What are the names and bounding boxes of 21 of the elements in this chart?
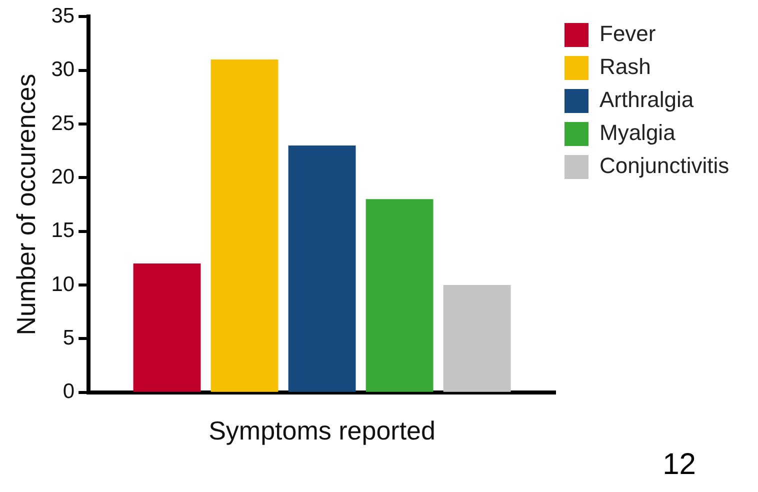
text: 12 xyxy=(662,448,696,482)
y-tick-label: 15 xyxy=(51,219,75,242)
x-axis-title: Symptoms reported xyxy=(208,416,436,446)
y-tick-label: 25 xyxy=(51,112,75,135)
y-tick-label: 30 xyxy=(51,58,75,82)
y-tick-label: 35 xyxy=(51,4,75,28)
legend-label: Arthralgia xyxy=(600,87,694,112)
y-tick-label: 5 xyxy=(62,326,75,350)
bar xyxy=(366,199,434,392)
bar xyxy=(288,145,356,392)
legend-label: Myalgia xyxy=(600,120,676,146)
bar xyxy=(133,264,201,392)
y-tick-label: 10 xyxy=(51,272,75,296)
y-axis-title: Number of occurences xyxy=(10,74,41,336)
bar xyxy=(210,60,278,392)
bar xyxy=(443,285,511,392)
y-tick-label: 0 xyxy=(62,380,75,404)
legend-label: Rash xyxy=(600,54,651,80)
legend-label: Conjunctivitis xyxy=(600,153,730,178)
legend-label: Fever xyxy=(600,21,656,46)
y-tick-label: 20 xyxy=(51,165,75,188)
